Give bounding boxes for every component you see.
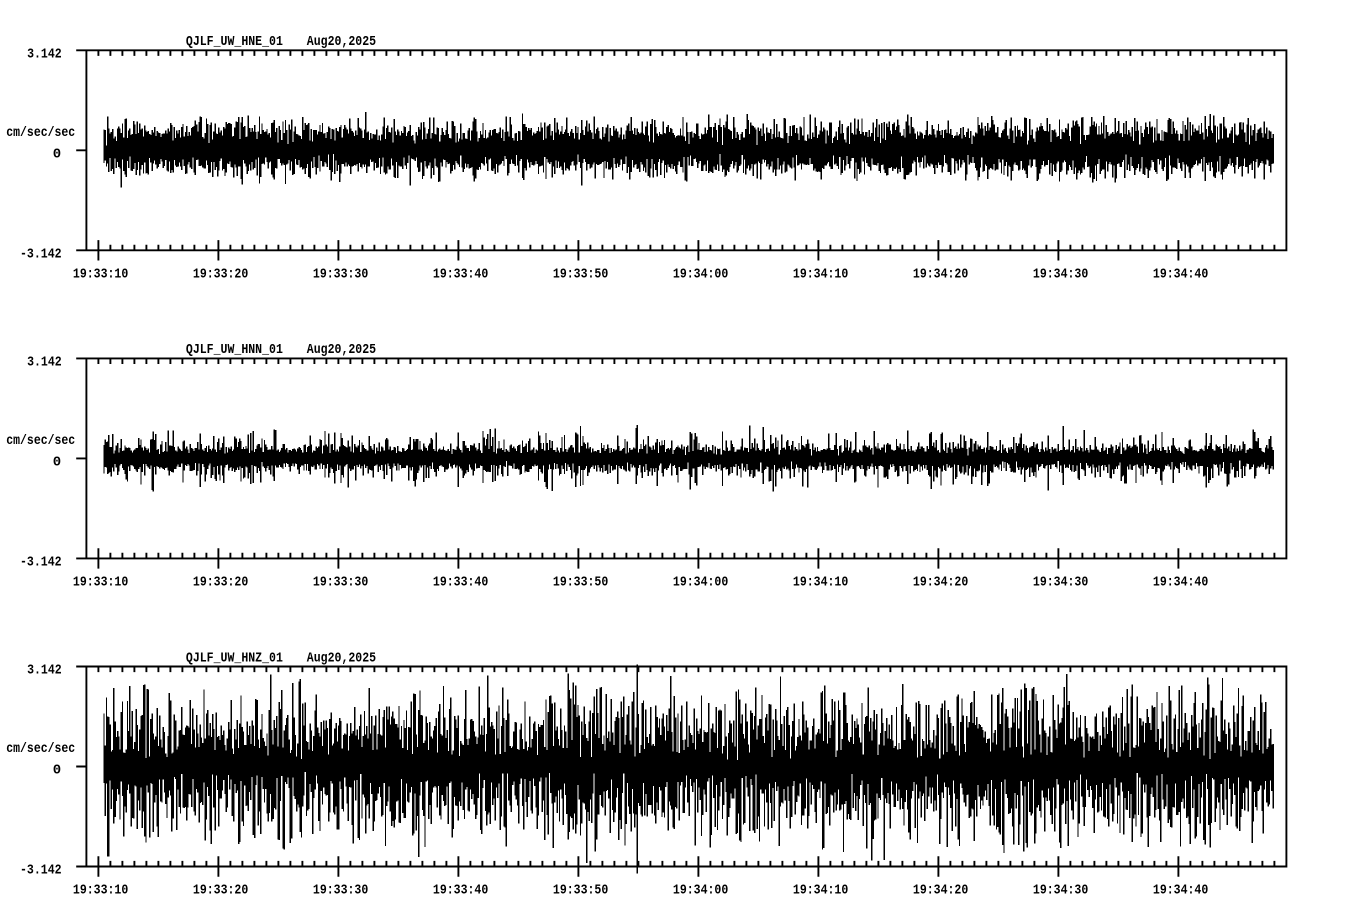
svg-text:19:34:40: 19:34:40 xyxy=(1153,574,1208,590)
svg-text:19:34:40: 19:34:40 xyxy=(1153,266,1208,282)
svg-text:19:34:10: 19:34:10 xyxy=(793,574,848,590)
svg-text:19:33:10: 19:33:10 xyxy=(73,883,128,899)
svg-text:19:33:40: 19:33:40 xyxy=(433,883,488,899)
svg-text:19:33:20: 19:33:20 xyxy=(193,266,248,282)
svg-text:19:34:30: 19:34:30 xyxy=(1033,266,1088,282)
svg-text:19:33:20: 19:33:20 xyxy=(193,883,248,899)
svg-text:19:34:10: 19:34:10 xyxy=(793,883,848,899)
svg-text:-3.142: -3.142 xyxy=(20,246,62,262)
svg-text:19:33:40: 19:33:40 xyxy=(433,574,488,590)
svg-text:QJLF_UW_HNZ_01: QJLF_UW_HNZ_01 xyxy=(186,650,283,666)
svg-text:19:33:20: 19:33:20 xyxy=(193,574,248,590)
svg-text:cm/sec/sec: cm/sec/sec xyxy=(6,125,75,141)
svg-text:19:34:00: 19:34:00 xyxy=(673,574,728,590)
svg-text:Aug20,2025: Aug20,2025 xyxy=(307,34,376,50)
svg-text:19:34:30: 19:34:30 xyxy=(1033,883,1088,899)
svg-text:19:33:30: 19:33:30 xyxy=(313,574,368,590)
svg-text:19:33:40: 19:33:40 xyxy=(433,266,488,282)
svg-text:19:33:30: 19:33:30 xyxy=(313,266,368,282)
svg-text:19:34:20: 19:34:20 xyxy=(913,266,968,282)
svg-text:QJLF_UW_HNN_01: QJLF_UW_HNN_01 xyxy=(186,342,283,358)
svg-text:0: 0 xyxy=(53,146,61,162)
svg-text:19:33:10: 19:33:10 xyxy=(73,574,128,590)
svg-text:19:33:50: 19:33:50 xyxy=(553,266,608,282)
svg-text:19:34:20: 19:34:20 xyxy=(913,574,968,590)
svg-text:-3.142: -3.142 xyxy=(20,554,62,570)
svg-text:19:34:00: 19:34:00 xyxy=(673,883,728,899)
svg-text:19:33:30: 19:33:30 xyxy=(313,883,368,899)
svg-text:3.142: 3.142 xyxy=(27,663,62,679)
svg-text:cm/sec/sec: cm/sec/sec xyxy=(6,741,75,757)
svg-text:19:34:40: 19:34:40 xyxy=(1153,883,1208,899)
svg-text:19:34:10: 19:34:10 xyxy=(793,266,848,282)
svg-text:QJLF_UW_HNE_01: QJLF_UW_HNE_01 xyxy=(186,34,283,50)
svg-text:cm/sec/sec: cm/sec/sec xyxy=(6,433,75,449)
svg-text:-3.142: -3.142 xyxy=(20,863,62,879)
svg-text:3.142: 3.142 xyxy=(27,46,62,62)
svg-text:19:33:50: 19:33:50 xyxy=(553,574,608,590)
svg-text:Aug20,2025: Aug20,2025 xyxy=(307,342,376,358)
svg-text:19:34:20: 19:34:20 xyxy=(913,883,968,899)
svg-text:0: 0 xyxy=(53,454,61,470)
svg-text:19:33:50: 19:33:50 xyxy=(553,883,608,899)
svg-text:0: 0 xyxy=(53,763,61,779)
svg-text:3.142: 3.142 xyxy=(27,354,62,370)
svg-text:Aug20,2025: Aug20,2025 xyxy=(307,650,376,666)
svg-text:19:34:00: 19:34:00 xyxy=(673,266,728,282)
svg-text:19:34:30: 19:34:30 xyxy=(1033,574,1088,590)
svg-text:19:33:10: 19:33:10 xyxy=(73,266,128,282)
